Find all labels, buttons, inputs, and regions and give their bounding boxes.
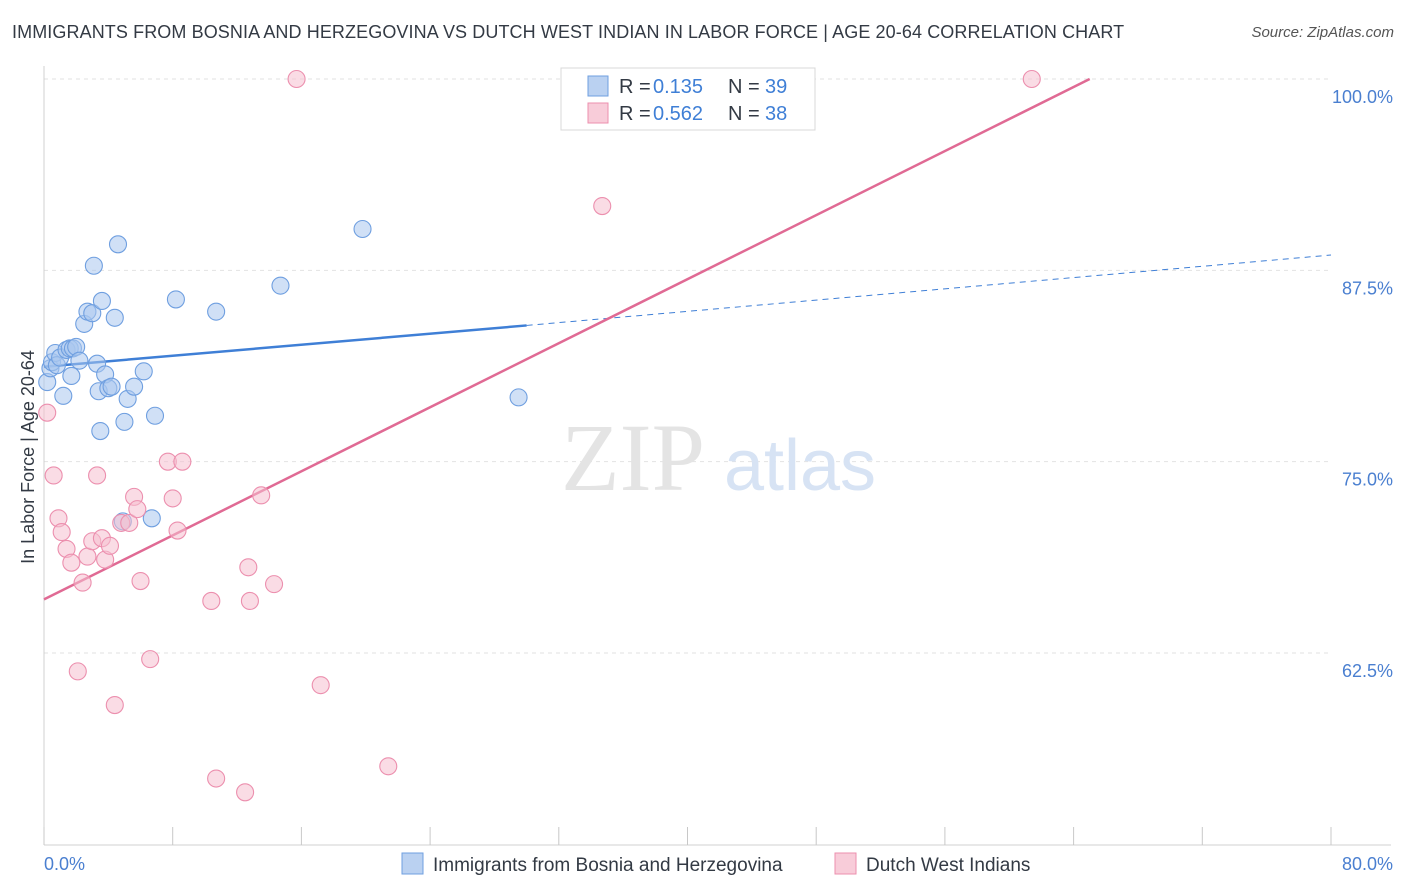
bosnia-point	[353, 219, 372, 239]
bosnia-point	[91, 422, 110, 441]
bosnia-trend-line	[43, 324, 527, 369]
trend-lines	[43, 77, 1332, 601]
dutch-west-indian-point	[52, 523, 71, 542]
dutch-west-indian-point	[1022, 69, 1041, 89]
legend-r-value: 0.562	[653, 103, 703, 125]
y-tick-label: 75.0%	[1342, 470, 1393, 490]
dutch-west-indian-point	[44, 466, 63, 485]
bosnia-point	[83, 304, 102, 323]
bosnia-point	[509, 388, 528, 407]
bottom-legend-label-1: Dutch West Indians	[866, 855, 1030, 876]
bosnia-point	[108, 235, 128, 254]
bosnia-point	[115, 412, 134, 431]
x-tick-labels: 0.0% 80.0%	[44, 854, 1393, 874]
dutch-west-indian-point	[38, 403, 57, 422]
dutch-west-indian-point	[68, 662, 87, 681]
bosnia-point	[62, 366, 81, 385]
bosnia-point	[166, 290, 185, 309]
bosnia-point	[271, 276, 290, 295]
y-tick-label: 87.5%	[1342, 278, 1393, 298]
dutch-west-indian-point	[128, 500, 147, 519]
dutch-west-indian-point	[163, 489, 182, 508]
bosnia-point	[54, 386, 73, 405]
source-label: Source: ZipAtlas.com	[1251, 24, 1394, 41]
legend-swatch-0	[587, 75, 609, 97]
bosnia-point	[102, 377, 121, 396]
dutch-west-indian-point	[141, 650, 160, 669]
legend-n-label: N =	[728, 103, 760, 125]
x-tick-label-end: 80.0%	[1342, 854, 1393, 874]
bosnia-point	[105, 308, 124, 327]
dutch-west-indian-point	[236, 783, 255, 802]
dutch-west-indian-point	[240, 591, 259, 611]
bosnia-point	[92, 291, 111, 310]
y-axis-label: In Labor Force | Age 20-64	[18, 350, 38, 564]
y-tick-label: 100.0%	[1332, 87, 1393, 107]
y-tick-label: 62.5%	[1342, 661, 1393, 681]
bosnia-point	[134, 362, 153, 381]
bosnia-point	[70, 351, 89, 370]
bottom-legend-label-0: Immigrants from Bosnia and Herzegovina	[433, 855, 783, 876]
bosnia-point	[125, 377, 144, 396]
dutch-west-indian-point	[120, 513, 139, 532]
dutch-west-indian-point	[100, 536, 120, 555]
dutch-west-indian-point	[207, 769, 226, 788]
legend-swatch-1	[587, 102, 609, 124]
dutch-west-indian-point	[593, 196, 612, 216]
bosnia-point	[84, 256, 103, 275]
chart-title: IMMIGRANTS FROM BOSNIA AND HERZEGOVINA V…	[12, 22, 1125, 42]
axes	[43, 66, 1391, 846]
legend-r-label: R =	[619, 76, 651, 98]
dutch-west-indian-point	[311, 676, 330, 695]
legend-n-value: 39	[765, 76, 787, 98]
dutch-west-indian-point	[62, 553, 81, 572]
dutch-west-indian-point	[168, 521, 187, 540]
bosnia-point	[207, 302, 226, 321]
bottom-legend-swatch-1	[834, 852, 857, 875]
dutch-west-indian-point	[287, 69, 306, 89]
watermark-atlas: atlas	[724, 426, 876, 506]
watermark: ZIP atlas	[561, 404, 876, 511]
dutch-west-indian-point	[252, 486, 271, 505]
dutch-west-indian-trend-line	[43, 77, 1091, 601]
legend-r-value: 0.135	[653, 76, 703, 98]
dutch-west-indian-point	[78, 547, 97, 566]
dutch-west-indian-point	[88, 466, 107, 485]
legend-r-label: R =	[619, 103, 651, 125]
y-tick-labels: 62.5% 75.0% 87.5% 100.0%	[1332, 87, 1393, 681]
dutch-west-indian-point	[173, 452, 192, 471]
legend-n-value: 38	[765, 103, 787, 125]
grid-lines	[44, 78, 1331, 654]
x-tick-label-start: 0.0%	[44, 854, 85, 874]
bottom-legend-swatch-0	[401, 852, 424, 875]
bosnia-point	[145, 406, 165, 425]
dutch-west-indian-point	[239, 558, 258, 577]
data-points	[38, 69, 1041, 802]
dutch-west-indian-point	[131, 572, 150, 591]
watermark-zip: ZIP	[561, 404, 705, 511]
dutch-west-indian-point	[202, 591, 221, 611]
dutch-west-indian-point	[265, 575, 284, 594]
bosnia-point	[142, 509, 161, 528]
bottom-legend: Immigrants from Bosnia and Herzegovina Du…	[401, 852, 1030, 876]
legend: R = 0.135 N = 39 R = 0.562 N = 38	[560, 67, 816, 131]
dutch-west-indian-point	[379, 757, 398, 776]
dutch-west-indian-point	[73, 573, 92, 592]
bosnia-trend-extension	[526, 254, 1332, 326]
dutch-west-indian-point	[105, 695, 124, 715]
legend-n-label: N =	[728, 76, 760, 98]
